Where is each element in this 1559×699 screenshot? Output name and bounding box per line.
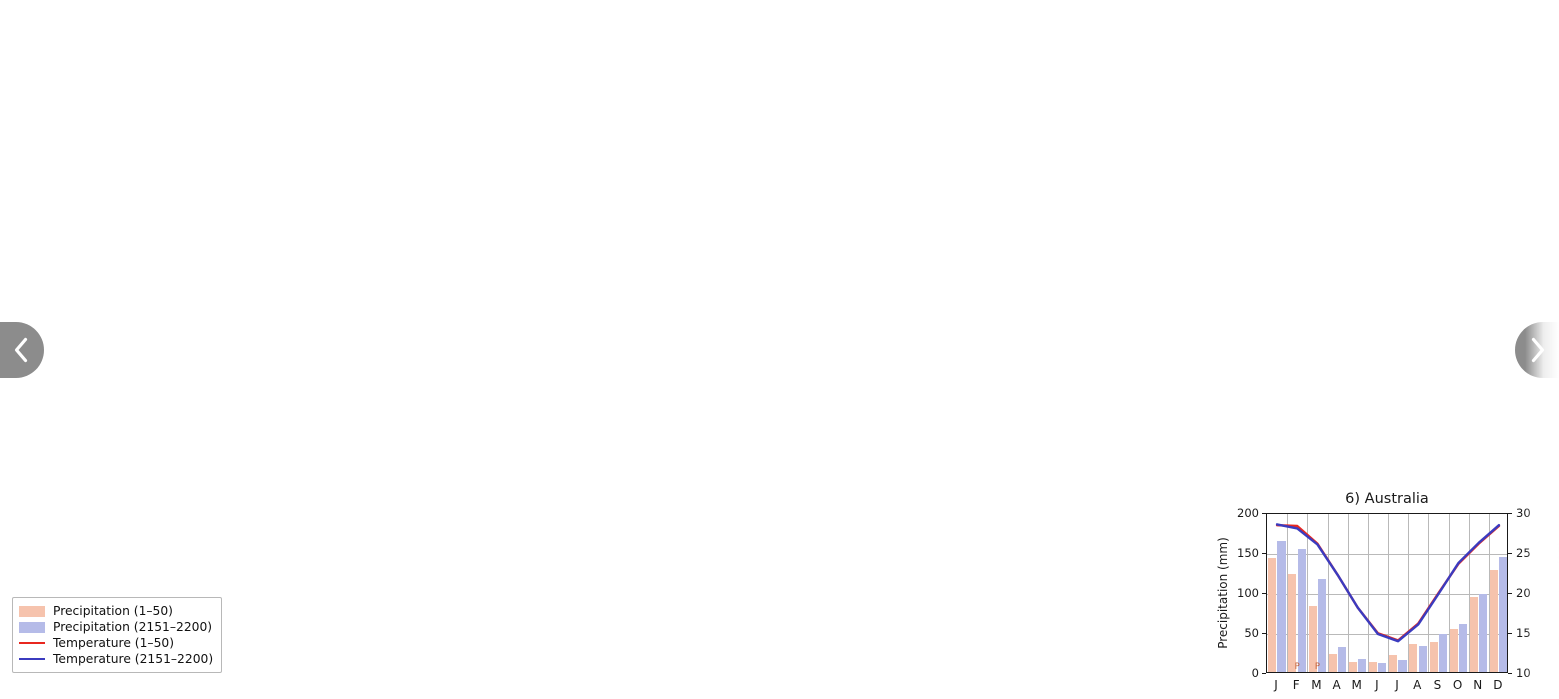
legend-label: Precipitation (2151–2200) <box>53 620 213 634</box>
landmass-iberia <box>684 195 734 223</box>
region-marker-label-1: 1 <box>454 188 467 212</box>
previous-button[interactable] <box>0 322 44 378</box>
island-tasmania <box>1285 507 1305 521</box>
region-marker-label-6: 6 <box>1220 436 1233 460</box>
region-marker-label-5: 5 <box>1112 222 1125 246</box>
legend-line <box>19 658 45 660</box>
legend-swatch <box>19 621 45 633</box>
legend-label: Precipitation (1–50) <box>53 604 173 618</box>
legend-label: Temperature (1–50) <box>53 636 175 650</box>
region-marker-label-2: 2 <box>519 353 532 377</box>
legend-item: Precipitation (1–50) <box>19 603 213 619</box>
region-marker-label-4: 4 <box>833 343 846 367</box>
legend: Precipitation (1–50) Precipitation (2151–… <box>12 597 223 673</box>
legend-label: Temperature (2151–2200) <box>53 652 214 666</box>
chevron-left-icon <box>14 337 28 363</box>
legend-item: Temperature (2151–2200) <box>19 651 213 667</box>
legend-swatch <box>19 605 45 617</box>
region-marker-label-3: 3 <box>774 142 787 166</box>
legend-line <box>19 642 45 644</box>
legend-item: Precipitation (2151–2200) <box>19 619 213 635</box>
legend-item: Temperature (1–50) <box>19 635 213 651</box>
chevron-right-icon <box>1531 337 1545 363</box>
